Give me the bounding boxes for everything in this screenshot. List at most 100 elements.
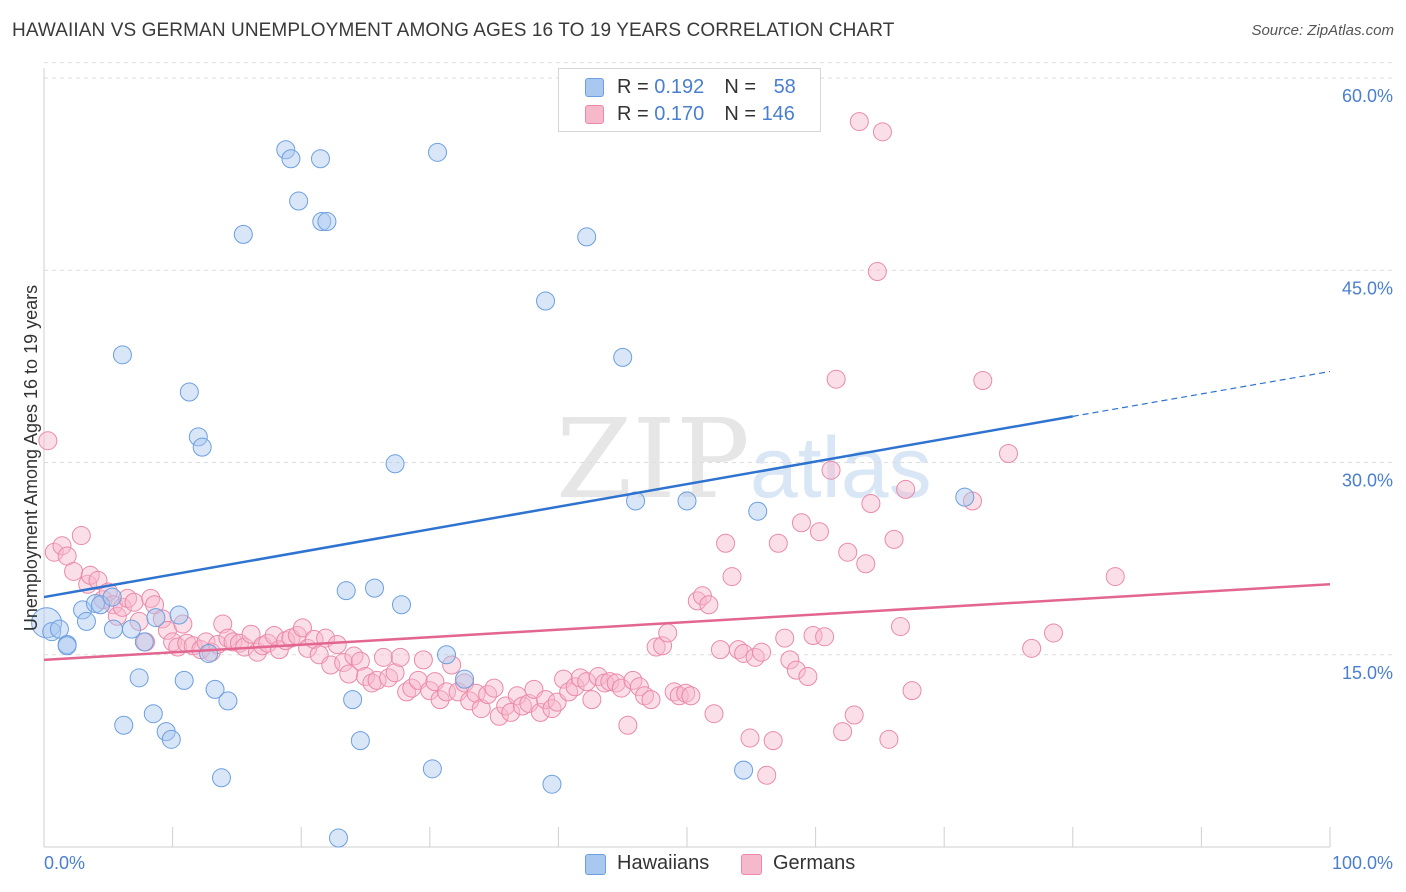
y-tick-label: 60.0% [1342, 86, 1393, 106]
germans-point [374, 647, 394, 667]
germans-point [327, 634, 347, 654]
hawaiians-point [233, 224, 253, 244]
hawaiians-point [343, 690, 363, 710]
hawaiians-point [192, 437, 212, 457]
tick-labels: 15.0% 30.0% 45.0% 60.0% 0.0% 100.0% [44, 86, 1393, 873]
hawaiians-point [121, 619, 141, 639]
germans-point [1105, 567, 1125, 587]
trend-lines [43, 370, 1331, 662]
germans-point [629, 677, 649, 697]
germans-point [757, 765, 777, 785]
source-label: Source: ZipAtlas.com [1251, 22, 1394, 39]
bottom-hawaiians-swatch [585, 854, 606, 875]
germans-point [658, 623, 678, 643]
hawaiians-point [42, 622, 62, 642]
germans-point [849, 112, 869, 132]
hawaiians-swatch [585, 78, 604, 97]
germans-point [768, 533, 788, 553]
hawaiians-point [57, 636, 77, 656]
hawaiians-point [392, 595, 412, 615]
germans-point [339, 664, 359, 684]
bottom-hawaiians-label: Hawaiians [617, 852, 710, 874]
germans-point [687, 591, 707, 611]
germans-point [501, 702, 521, 722]
germans-point [367, 670, 387, 690]
germans-point [264, 626, 284, 646]
hawaiians-point [536, 291, 556, 311]
germans-point [379, 668, 399, 688]
hawaiians-point [577, 227, 597, 247]
hawaiians-point [129, 668, 149, 688]
hawaiians-point [188, 427, 208, 447]
hawaiians-point [385, 454, 405, 474]
hawaiians-point [205, 679, 225, 699]
germans-point [565, 677, 585, 697]
hawaiians-point [103, 619, 123, 639]
hawaiians-point [455, 669, 475, 689]
hawaiians-point [328, 828, 348, 848]
hawaiians-point [211, 768, 231, 788]
germans-point [484, 678, 504, 698]
germans-trend-line [43, 583, 1331, 662]
germans-point [786, 660, 806, 680]
germans-point [728, 640, 748, 660]
bottom-germans-swatch [741, 854, 762, 875]
germans-point [710, 640, 730, 660]
germans-point [460, 691, 480, 711]
germans-point [745, 647, 765, 667]
germans-point [763, 731, 783, 751]
germans-point [699, 595, 719, 615]
hawaiians-point [143, 704, 163, 724]
germans-point [554, 669, 574, 689]
hawaiians-r-value: 0.192 [654, 76, 705, 98]
hawaiians-point [49, 619, 69, 639]
germans-swatch [585, 105, 604, 124]
germans-point [618, 715, 638, 735]
y-axis-title: Unemployment Among Ages 16 to 19 years [21, 285, 41, 631]
x-tick-label-max: 100.0% [1332, 853, 1393, 873]
germans-point [107, 606, 127, 626]
germans-point [52, 536, 72, 556]
germans-point [44, 542, 64, 562]
germans-point [798, 667, 818, 687]
hawaiians-n-label: N = [724, 76, 762, 98]
hawaiians-point [199, 643, 219, 663]
germans-point [600, 672, 620, 692]
hawaiians-point [350, 731, 370, 751]
hawaiians-trend-line [43, 415, 1074, 599]
germans-point [606, 673, 626, 693]
germans-point [722, 567, 742, 587]
germans-point [218, 628, 238, 648]
germans-point [163, 632, 183, 652]
hawaiians-points [31, 140, 975, 848]
hawaiians-point [179, 382, 199, 402]
germans-point [430, 690, 450, 710]
germans-point [542, 699, 562, 719]
germans-point [872, 122, 892, 142]
germans-point [334, 652, 354, 672]
hawaiians-r-label: R = [617, 76, 655, 98]
germans-point [821, 460, 841, 480]
hawaiians-point [169, 605, 189, 625]
germans-point [681, 686, 701, 706]
hawaiians-point [310, 149, 330, 169]
hawaiians-point [317, 212, 337, 232]
hawaiians-point [174, 670, 194, 690]
hawaiians-point [102, 587, 122, 607]
germans-point [815, 627, 835, 647]
germans-point [890, 617, 910, 637]
germans-point [64, 561, 84, 581]
hawaiians-point [437, 645, 457, 665]
germans-point [507, 686, 527, 706]
germans-point [582, 690, 602, 710]
germans-point [780, 650, 800, 670]
hawaiians-point [114, 715, 134, 735]
germans-point [791, 513, 811, 533]
germans-point [653, 636, 673, 656]
hawaiians-point [31, 607, 63, 639]
germans-point [442, 655, 462, 675]
y-tick-label: 45.0% [1342, 278, 1393, 298]
germans-point [844, 705, 864, 725]
germans-point [241, 624, 261, 644]
